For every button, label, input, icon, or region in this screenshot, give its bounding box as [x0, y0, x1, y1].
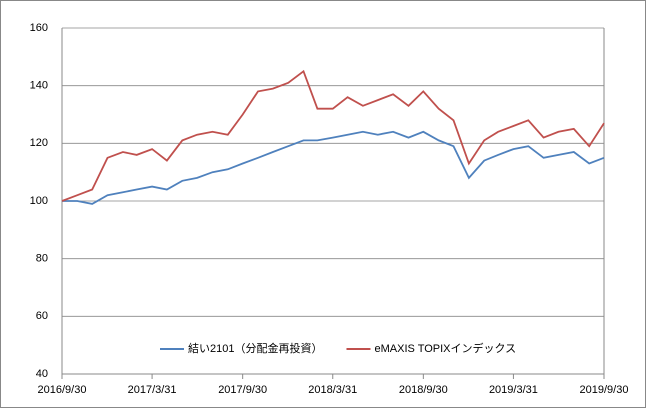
y-tick-label: 60	[36, 310, 48, 322]
x-tick-label: 2018/9/30	[399, 384, 448, 396]
x-tick-label: 2019/9/30	[580, 384, 629, 396]
x-tick-label: 2016/9/30	[38, 384, 87, 396]
x-tick-label: 2017/9/30	[218, 384, 267, 396]
y-tick-label: 140	[30, 80, 48, 92]
y-tick-label: 40	[36, 368, 48, 380]
x-tick-label: 2017/3/31	[128, 384, 177, 396]
legend-label: eMAXIS TOPIXインデックス	[374, 341, 516, 355]
series-line	[62, 130, 605, 205]
series-line	[61, 69, 605, 202]
x-tick-label: 2018/3/31	[308, 384, 357, 396]
x-tick-label: 2019/3/31	[489, 384, 538, 396]
y-tick-label: 160	[30, 22, 48, 34]
y-tick-label: 120	[30, 137, 48, 149]
y-tick-label: 80	[36, 253, 48, 265]
y-tick-label: 100	[30, 195, 48, 207]
legend-label: 結い2101（分配金再投資）	[188, 341, 322, 355]
